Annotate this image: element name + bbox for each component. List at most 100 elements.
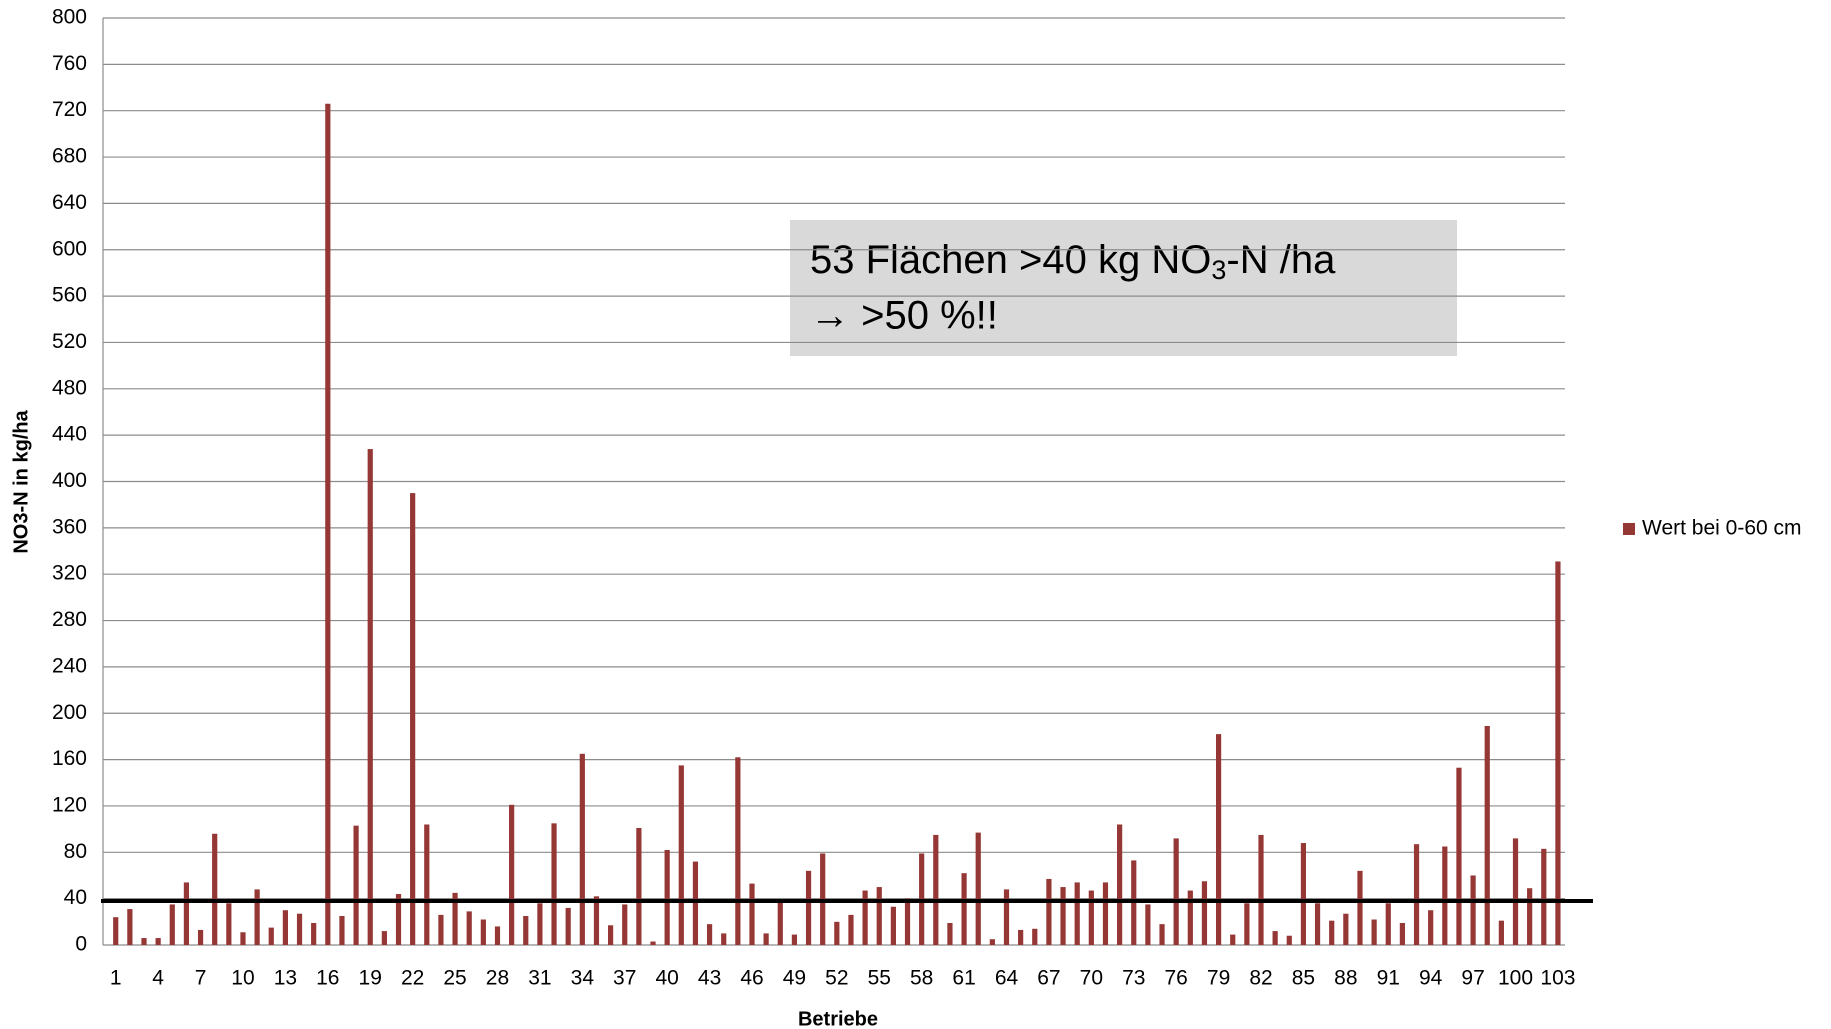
y-tick-label: 400 [52,469,87,492]
bar [1230,934,1236,945]
bar [1201,881,1208,945]
bar [1484,725,1490,945]
bar [240,932,246,945]
x-tick-label: 4 [152,967,164,990]
bar [155,938,161,945]
bar [325,103,331,945]
x-tick-label: 73 [1122,967,1145,990]
legend-swatch [1623,523,1635,535]
x-tick-label: 100 [1498,967,1533,990]
bar [678,765,684,945]
x-tick-label: 43 [698,967,721,990]
y-tick-label: 440 [52,423,87,446]
y-tick-label: 0 [75,933,87,956]
x-tick-label: 1 [110,967,122,990]
bar [933,834,939,945]
bar [1173,838,1179,945]
bar [791,934,798,945]
x-tick-label: 70 [1080,967,1103,990]
bar [947,922,953,945]
x-tick-label: 85 [1292,967,1315,990]
bar [523,916,529,945]
bar [367,449,373,945]
x-tick-label: 97 [1461,967,1484,990]
bar [890,906,896,945]
bar [1300,843,1307,945]
y-tick-label: 720 [52,98,87,121]
bar [1215,734,1222,945]
bar [961,873,967,945]
x-tick-label: 25 [443,967,466,990]
bar [410,493,416,945]
x-tick-label: 10 [231,967,254,990]
bar [622,904,628,945]
x-tick-label: 79 [1207,967,1230,990]
y-tick-label: 120 [52,793,87,816]
y-axis-title: NO3-N in kg/ha [10,409,32,553]
y-tick-label: 800 [52,6,87,29]
y-tick-label: 640 [52,191,87,214]
annotation-line2: → >50 %!! [810,294,998,338]
bar [904,898,911,945]
bar [254,889,260,945]
annotation-subscript: 3 [1211,255,1226,285]
y-tick-label: 320 [52,562,87,585]
y-tick-label: 680 [52,145,87,168]
bar [1088,890,1094,945]
x-tick-label: 64 [995,967,1019,990]
bar [862,890,868,945]
bar [1470,875,1476,945]
bar [1428,910,1434,945]
x-tick-label: 76 [1164,967,1187,990]
bar [692,861,699,945]
bar [735,757,741,945]
y-tick-label: 600 [52,237,87,260]
bar [381,931,387,945]
bar [424,824,430,945]
bar [1442,846,1448,945]
bar [989,939,995,945]
bar [197,929,204,945]
x-tick-label: 40 [655,967,678,990]
bar [268,927,274,945]
bar [1258,834,1264,945]
bar [1102,882,1109,945]
x-tick-label: 7 [195,967,207,990]
bar [1272,931,1278,945]
bar [1314,903,1321,945]
bar [282,910,288,945]
bar [1244,903,1250,945]
x-tick-label: 19 [359,967,382,990]
bar [975,832,981,945]
bar [1074,882,1080,945]
bar [1527,888,1533,945]
bar [452,892,458,945]
y-tick-label: 240 [52,654,87,677]
x-tick-label: 22 [401,967,424,990]
x-tick-label: 49 [783,967,806,990]
x-tick-label: 31 [528,967,551,990]
bar [127,909,133,945]
bar [1541,848,1547,945]
y-tick-label: 760 [52,52,87,75]
bar [509,804,515,945]
bar [212,833,218,945]
y-tick-label: 40 [64,886,87,909]
y-tick-label: 280 [52,608,87,631]
x-tick-label: 28 [486,967,509,990]
bar [721,933,727,945]
bar [480,919,486,945]
bar [1003,889,1010,945]
bar [1399,922,1405,945]
bar [777,902,783,945]
y-tick-label: 560 [52,284,87,307]
bar [706,924,713,945]
y-tick-label: 480 [52,376,87,399]
bar [395,894,402,945]
bar [1286,935,1292,945]
bar [565,907,571,945]
x-tick-label: 55 [868,967,891,990]
bar [113,917,119,945]
bar [353,825,359,945]
bar [876,887,882,945]
